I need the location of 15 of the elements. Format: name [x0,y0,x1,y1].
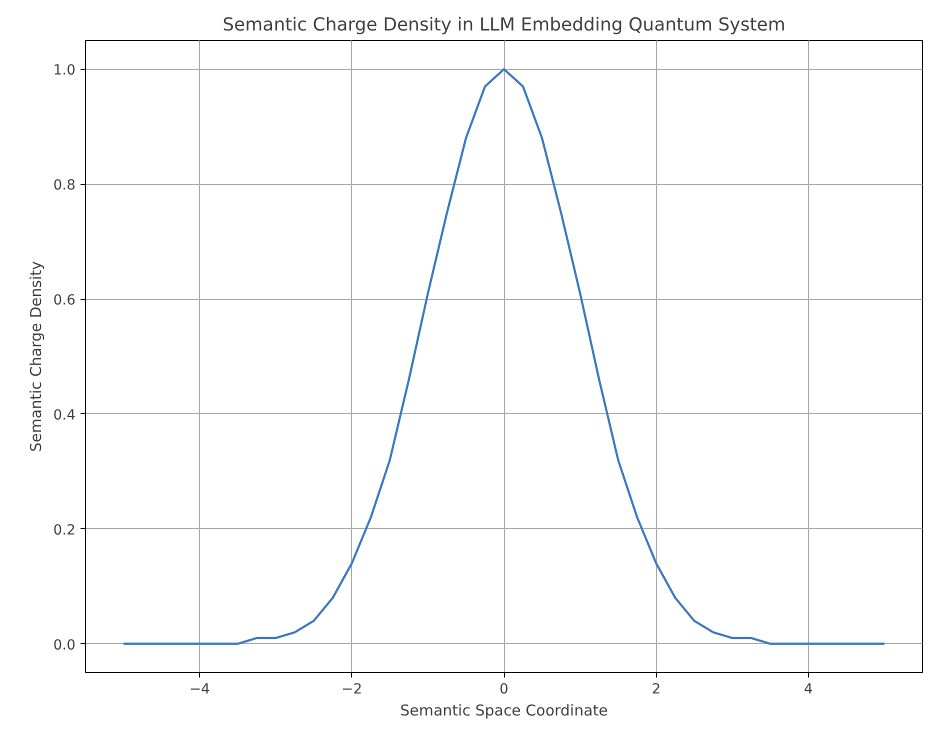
x-tick-label: 4 [804,682,813,698]
x-tick-label: 0 [500,682,508,698]
y-tick-label: 0.8 [53,178,76,194]
y-tick-label: 0.4 [53,407,76,424]
x-tick-label: 2 [652,682,661,698]
chart-title: Semantic Charge Density in LLM Embedding Quantum System [222,14,786,36]
y-tick-label: 0.6 [53,292,76,309]
line-series [122,68,886,645]
y-tick-label: 0.2 [53,522,76,538]
y-tick-label: 1.0 [53,62,76,79]
y-tick-label: 0.0 [53,637,76,654]
x-axis-title: Semantic Space Coordinate [400,702,608,720]
y-axis-title: Semantic Charge Density [27,261,46,452]
x-tick-label: −4 [189,682,210,698]
x-tick-label: −2 [342,682,362,698]
